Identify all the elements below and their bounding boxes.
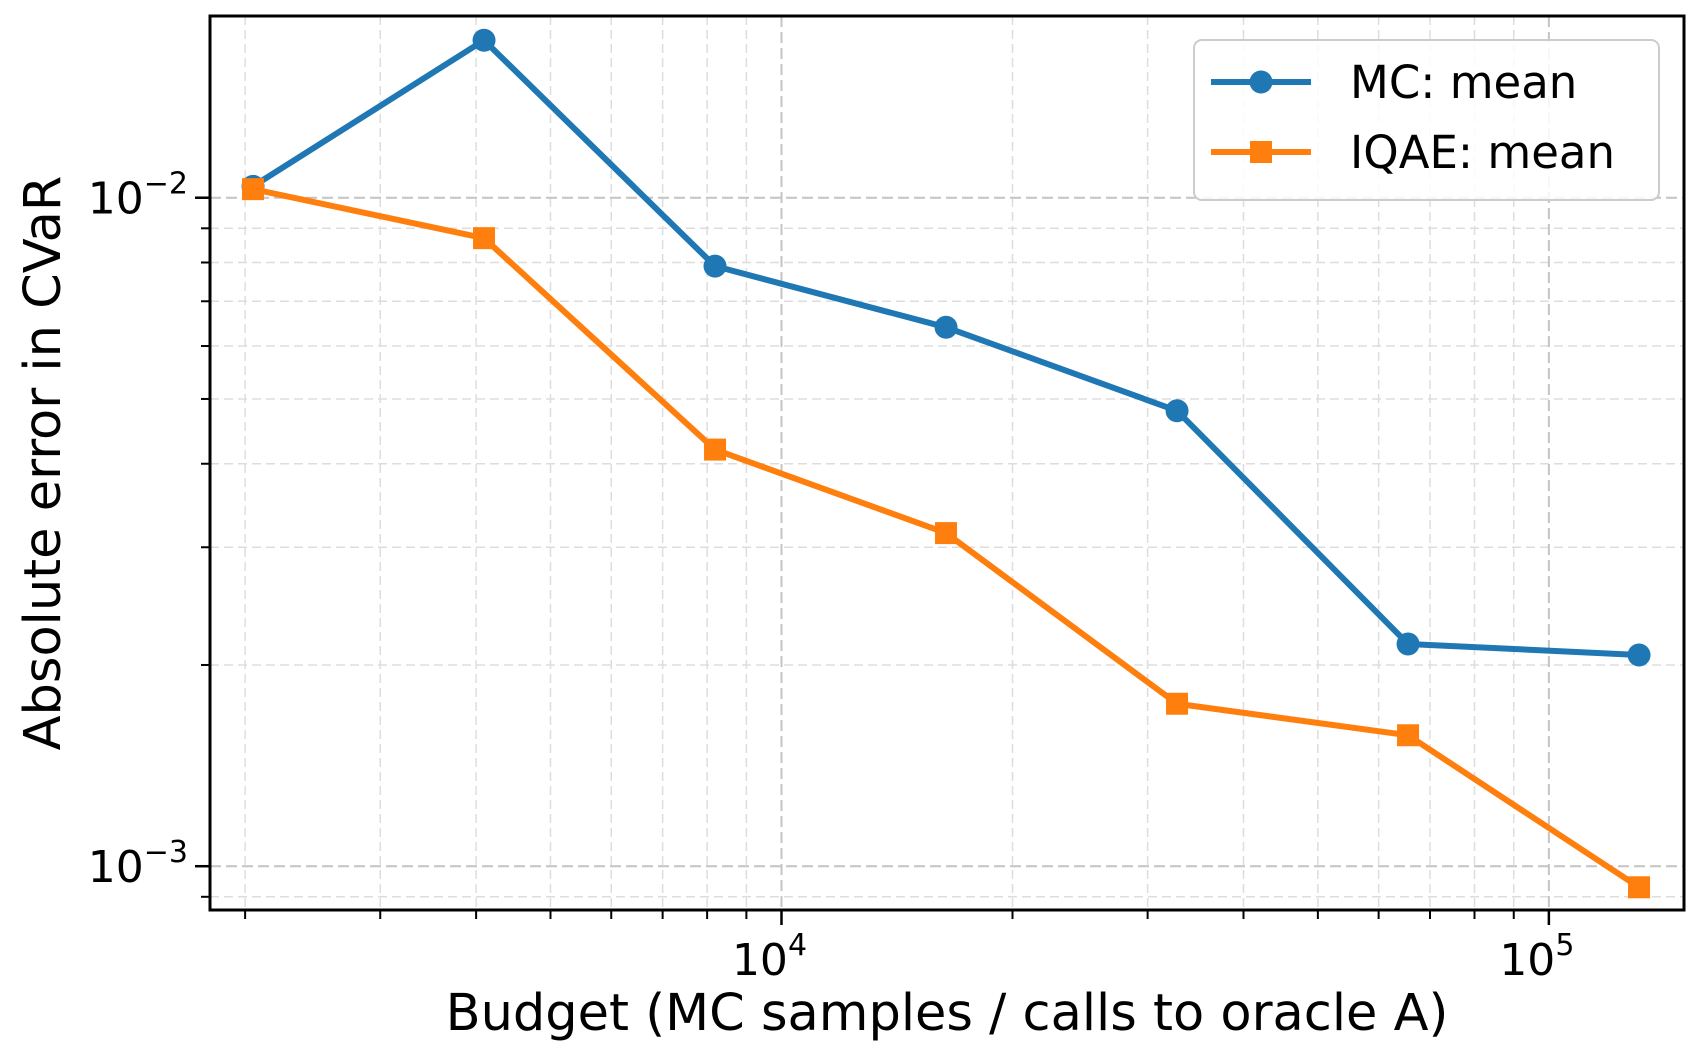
x-tick-label-exponent: 4 xyxy=(788,928,807,963)
data-point-mc-mean xyxy=(1396,632,1420,656)
legend-label-iqae-mean: IQAE: mean xyxy=(1350,126,1615,179)
y-tick-label-base: 10 xyxy=(88,842,144,893)
y-tick-label: 10−2 xyxy=(88,167,188,225)
y-axis-label: Absolute error in CVaR xyxy=(14,176,73,751)
x-axis-label: Budget (MC samples / calls to oracle A) xyxy=(446,984,1449,1043)
data-point-mc-mean xyxy=(1165,399,1189,423)
data-point-iqae-mean xyxy=(704,438,727,461)
data-point-iqae-mean xyxy=(1166,692,1189,715)
data-point-mc-mean xyxy=(934,315,958,339)
x-tick-label: 105 xyxy=(1499,928,1574,986)
y-tick-label-base: 10 xyxy=(88,174,144,225)
series-iqae-mean xyxy=(242,178,1651,899)
data-point-iqae-mean xyxy=(935,522,958,545)
x-tick-label-exponent: 5 xyxy=(1555,928,1574,963)
data-point-iqae-mean xyxy=(242,178,265,201)
y-tick-label-exponent: −2 xyxy=(144,167,188,202)
legend: MC: mean IQAE: mean xyxy=(1193,39,1660,201)
data-point-mc-mean xyxy=(1627,643,1651,667)
legend-marker-mc-mean xyxy=(1249,70,1273,94)
legend-marker-iqae-mean xyxy=(1250,141,1272,163)
x-tick-label-base: 10 xyxy=(732,935,788,986)
series-layer xyxy=(241,28,1651,899)
data-point-mc-mean xyxy=(472,28,496,52)
legend-label-mc-mean: MC: mean xyxy=(1350,56,1577,109)
x-tick-label: 104 xyxy=(732,928,807,986)
data-point-mc-mean xyxy=(703,254,727,278)
x-tick-label-base: 10 xyxy=(1499,935,1555,986)
y-tick-label-exponent: −3 xyxy=(144,835,188,870)
y-tick-label: 10−3 xyxy=(88,835,188,893)
data-point-iqae-mean xyxy=(1628,876,1651,899)
data-point-iqae-mean xyxy=(473,227,496,250)
data-point-iqae-mean xyxy=(1397,724,1420,747)
